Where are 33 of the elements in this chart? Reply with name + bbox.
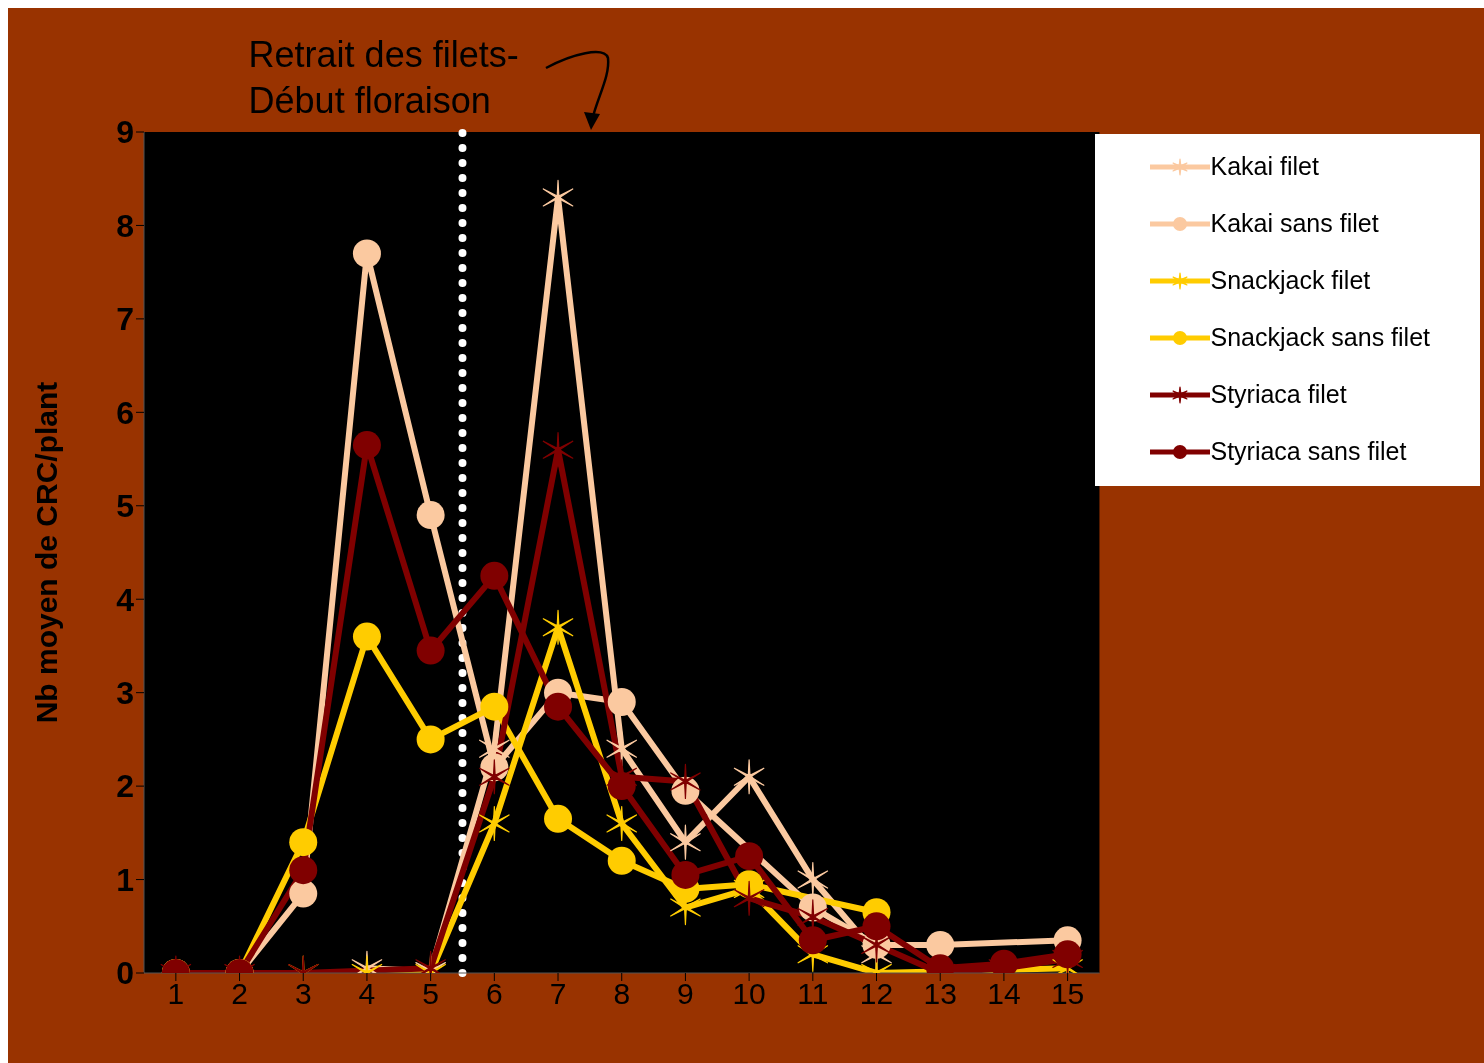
x-tick-label: 2	[231, 977, 248, 1011]
x-tick-label: 7	[549, 977, 567, 1011]
y-tick-label: 0	[116, 955, 134, 992]
y-tick-label: 3	[116, 675, 134, 712]
y-tick-label: 9	[116, 114, 134, 151]
y-tick-label: 7	[116, 301, 134, 338]
x-tick-label: 15	[1050, 977, 1085, 1011]
y-tick-label: 8	[116, 207, 134, 244]
legend-label: Snackjack sans filet	[1210, 323, 1430, 352]
legend-label: Kakai sans filet	[1210, 209, 1379, 238]
x-tick-label: 1	[167, 977, 185, 1011]
x-tick-label: 3	[294, 977, 312, 1011]
x-tick-label: 12	[859, 977, 894, 1011]
annotation: Retrait des filets- Début floraison	[248, 33, 519, 123]
legend-label: Styriaca sans filet	[1210, 437, 1407, 466]
y-tick-label: 2	[116, 768, 134, 805]
legend-label: Snackjack filet	[1210, 266, 1371, 295]
x-tick-label: 11	[797, 977, 829, 1011]
x-tick-label: 8	[613, 977, 631, 1011]
y-axis-title: Nb moyen de CRC/plant	[29, 381, 63, 724]
y-tick-label: 6	[116, 394, 134, 431]
x-tick-label: 10	[732, 977, 766, 1011]
legend-label: Styriaca filet	[1210, 380, 1347, 409]
x-tick-label: 5	[422, 977, 439, 1011]
legend-label: Kakai filet	[1210, 152, 1319, 181]
x-tick-label: 4	[358, 977, 376, 1011]
x-tick-label: 14	[987, 977, 1021, 1011]
y-tick-label: 1	[116, 861, 134, 898]
x-tick-label: 6	[485, 977, 503, 1011]
x-tick-label: 13	[923, 977, 957, 1011]
y-tick-label: 5	[116, 488, 134, 525]
x-tick-label: 9	[677, 977, 694, 1011]
y-tick-label: 4	[116, 581, 135, 618]
